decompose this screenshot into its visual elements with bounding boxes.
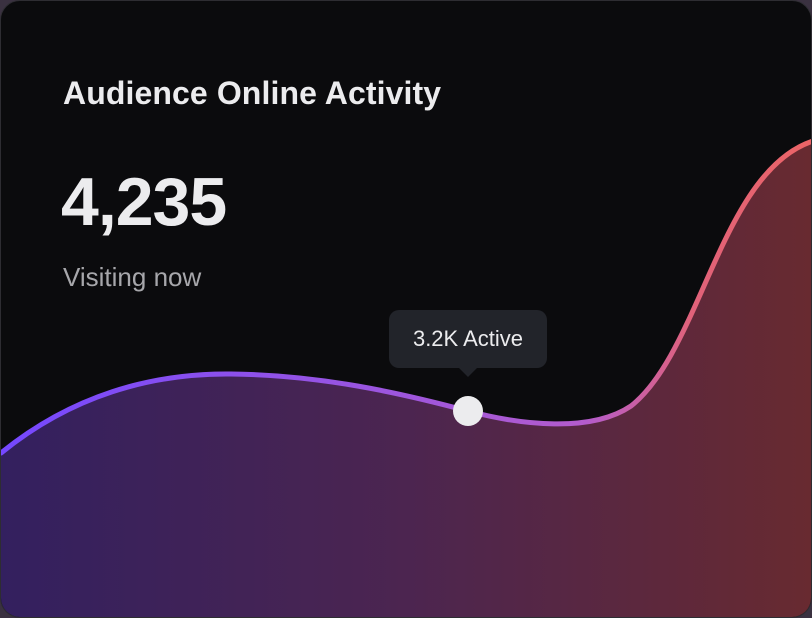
card-title: Audience Online Activity [63, 75, 442, 111]
visitor-count: 4,235 [61, 164, 227, 240]
highlighted-data-point[interactable] [453, 396, 483, 426]
tooltip-label: 3.2K Active [412, 326, 524, 351]
chart-tooltip: 3.2K Active [389, 310, 547, 368]
tooltip-arrow-icon [458, 367, 478, 377]
area-fill [1, 141, 811, 617]
visitor-count-label: Visiting now [63, 262, 202, 292]
